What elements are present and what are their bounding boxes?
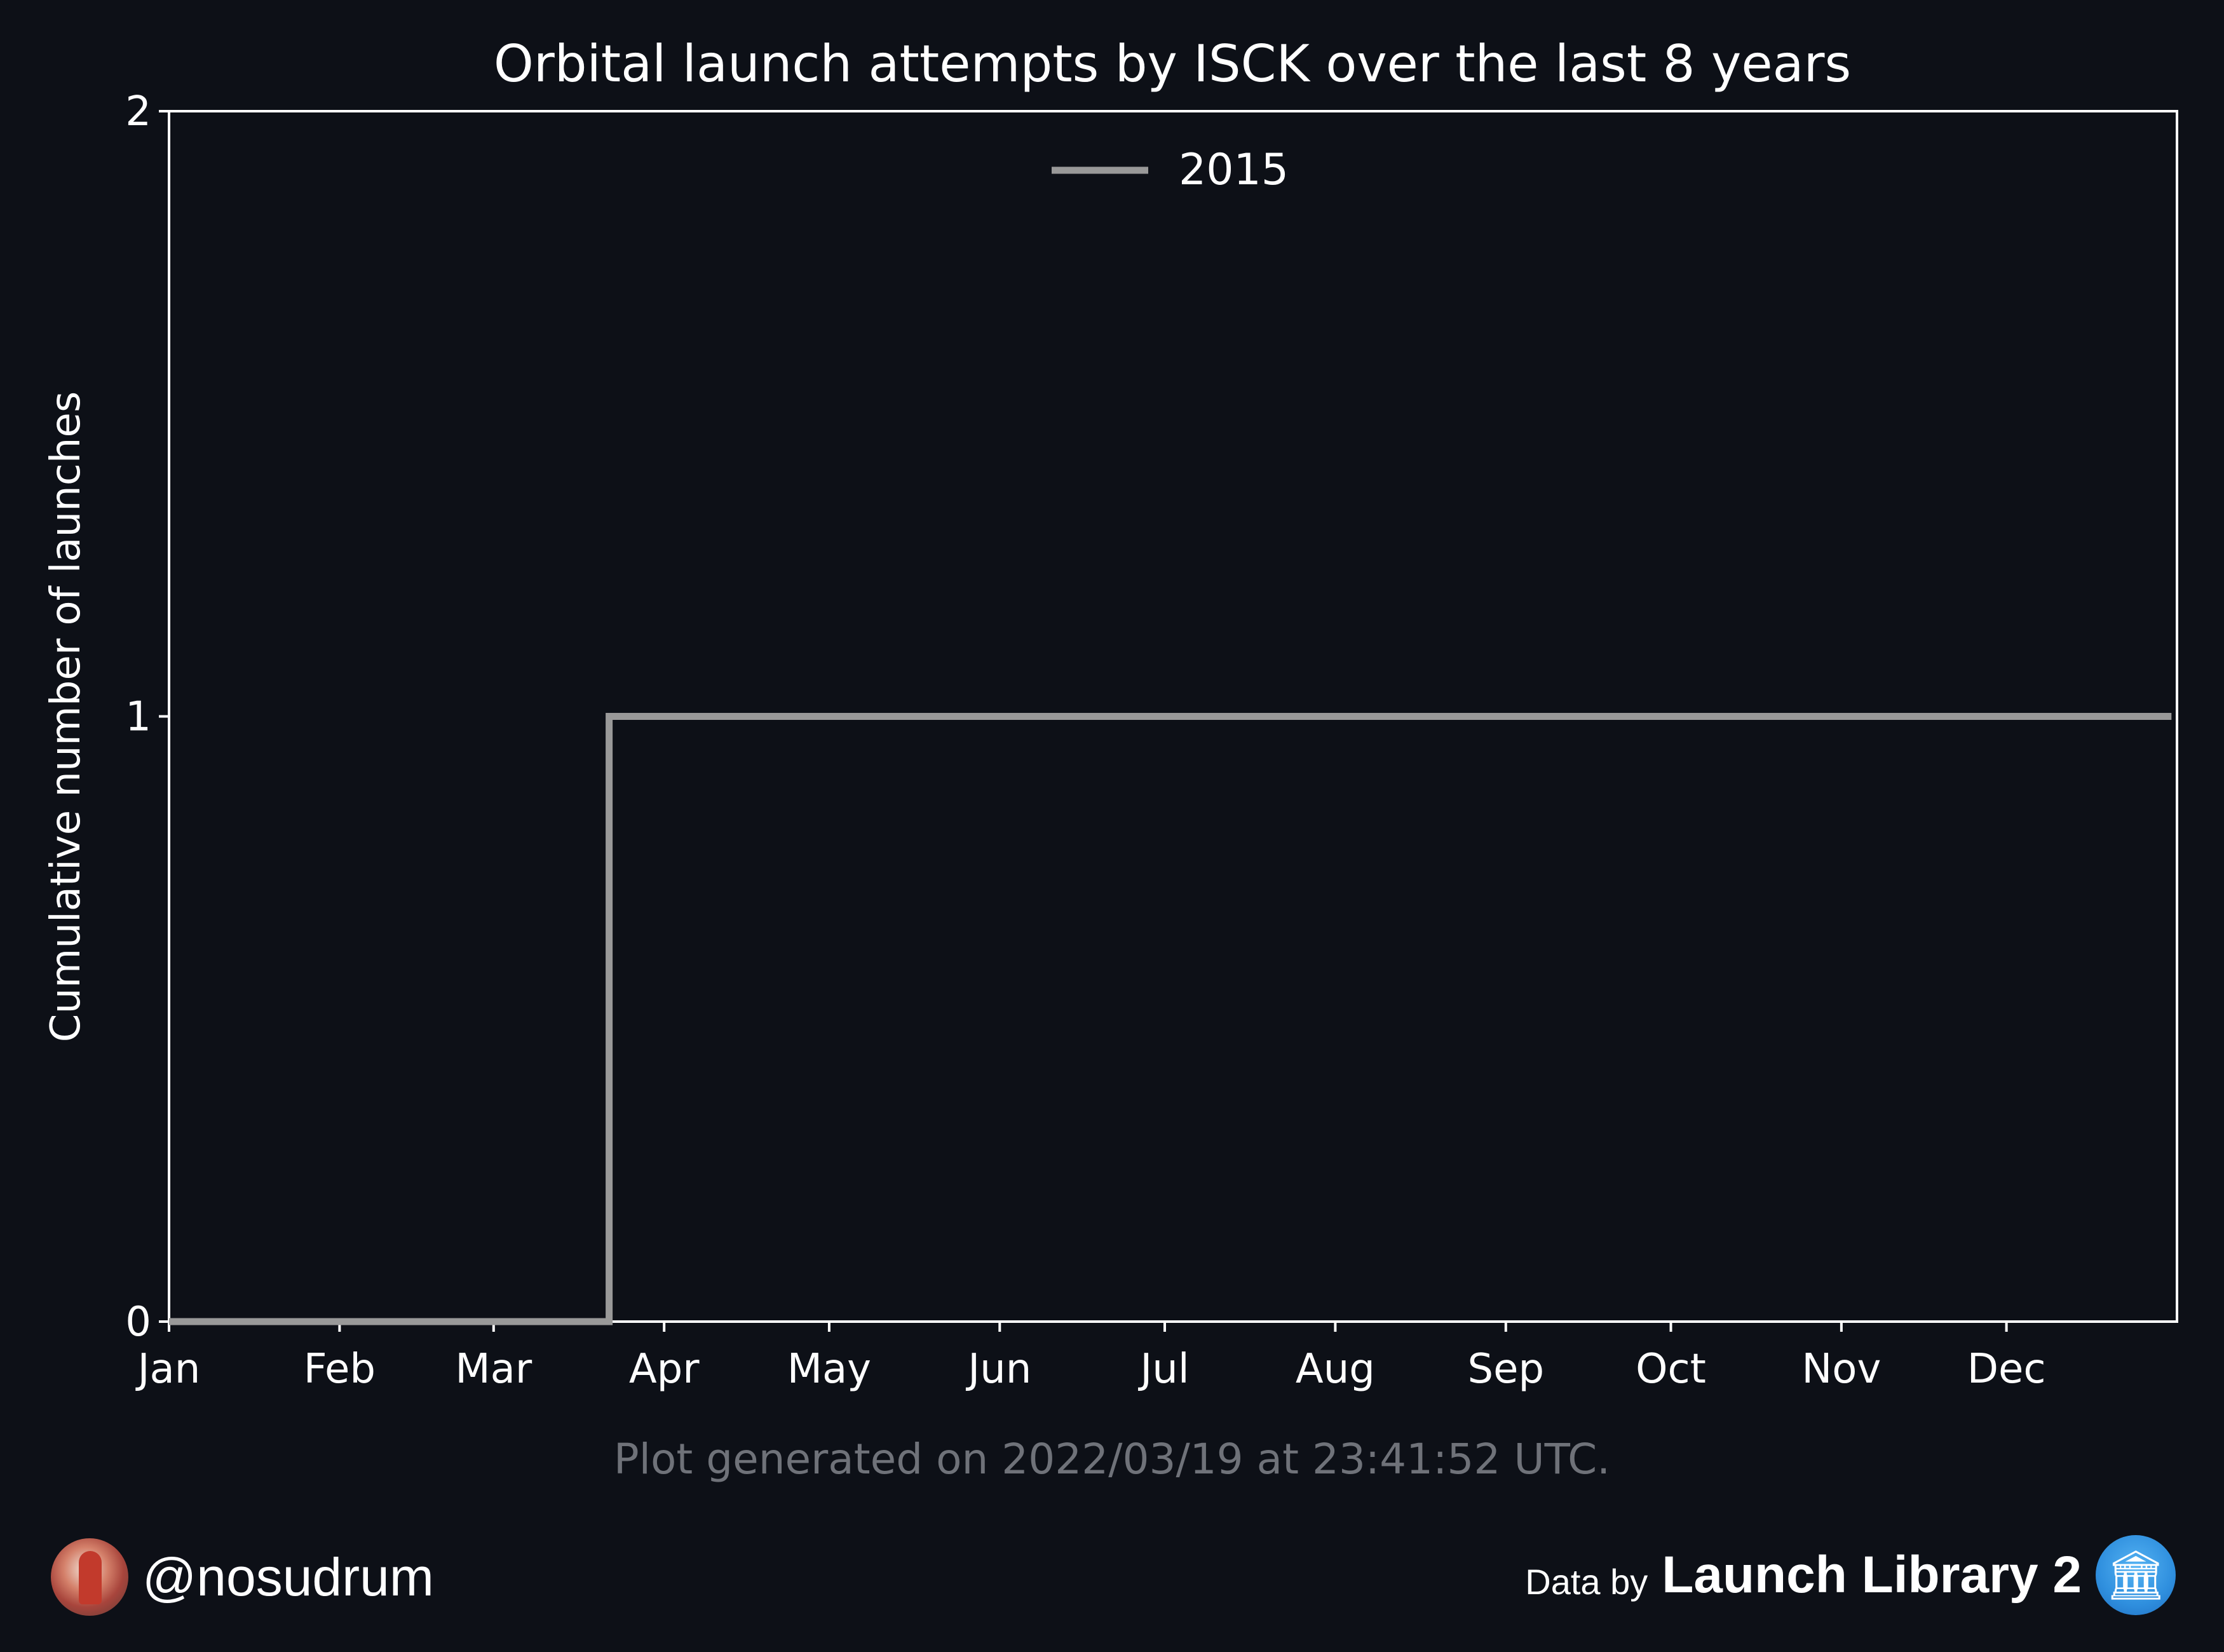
data-by-label: Data by	[1525, 1561, 1648, 1602]
source-name[interactable]: Launch Library 2	[1662, 1546, 2082, 1604]
y-tick-label: 1	[125, 694, 151, 741]
chart-title: Orbital launch attempts by ISCK over the…	[494, 34, 1851, 93]
x-tick-label: May	[787, 1346, 871, 1393]
y-tick-label: 0	[125, 1299, 151, 1346]
x-axis-ticks: Jan Feb Mar Apr May Jun Jul Aug Sep Oct Nov Dec	[135, 1322, 2046, 1393]
y-axis-ticks: 0 1 2	[125, 88, 169, 1346]
legend-label-2015: 2015	[1179, 145, 1289, 195]
generated-note: Plot generated on 2022/03/19 at 23:41:52…	[613, 1435, 1611, 1484]
x-tick-label: Nov	[1801, 1346, 1881, 1393]
building-columns-icon: 🏛	[2096, 1535, 2176, 1615]
x-tick-label: Apr	[629, 1346, 700, 1393]
x-tick-label: Sep	[1467, 1346, 1544, 1393]
author-handle[interactable]: @nosudrum	[142, 1547, 434, 1607]
series-layer	[169, 713, 2172, 1325]
x-tick-label: Jun	[965, 1346, 1031, 1393]
astronaut-avatar-icon	[51, 1538, 128, 1616]
x-tick-label: Jan	[135, 1346, 201, 1393]
y-axis-label: Cumulative number of launches	[43, 391, 90, 1042]
legend: 2015	[1052, 145, 1289, 195]
x-tick-label: Aug	[1296, 1346, 1375, 1393]
author-credit: @nosudrum	[51, 1538, 434, 1616]
x-tick-label: Jul	[1137, 1346, 1189, 1393]
x-tick-label: Feb	[304, 1346, 376, 1393]
series-line-2015	[169, 713, 2172, 1325]
x-tick-label: Mar	[455, 1346, 532, 1393]
x-tick-label: Dec	[1967, 1346, 2046, 1393]
x-tick-label: Oct	[1636, 1346, 1706, 1393]
y-tick-label: 2	[125, 88, 151, 135]
data-source-credit: Data by Launch Library 2 🏛	[1525, 1534, 2176, 1616]
